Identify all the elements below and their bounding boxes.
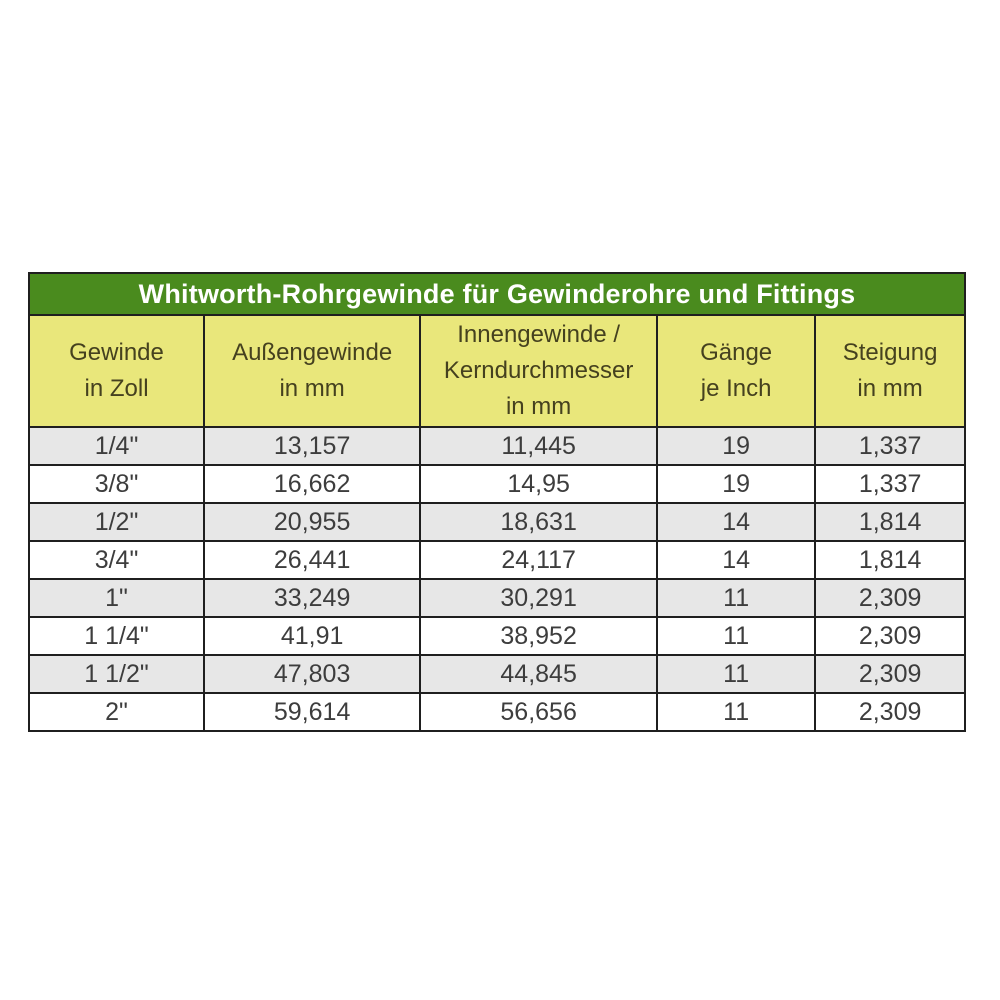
table-cell: 2,309 (814, 654, 966, 694)
table-cell: 14 (656, 540, 817, 580)
column-header-steigung: Steigung in mm (814, 314, 966, 428)
table-cell: 11 (656, 578, 817, 618)
table-cell: 3/4" (27, 540, 206, 580)
table-cell: 18,631 (419, 502, 659, 542)
table-cell: 1,337 (814, 464, 966, 504)
table-row: 1" 33,249 30,291 11 2,309 (27, 578, 966, 618)
table-row: 3/8" 16,662 14,95 19 1,337 (27, 464, 966, 504)
table-row: 1/4" 13,157 11,445 19 1,337 (27, 426, 966, 466)
table-cell: 41,91 (203, 616, 422, 656)
table-cell: 38,952 (419, 616, 659, 656)
table-cell: 56,656 (419, 692, 659, 732)
table-cell: 14,95 (419, 464, 659, 504)
table-cell: 44,845 (419, 654, 659, 694)
table-cell: 24,117 (419, 540, 659, 580)
table-cell: 1/4" (27, 426, 206, 466)
table-cell: 1,814 (814, 540, 966, 580)
table-cell: 19 (656, 426, 817, 466)
table-cell: 11 (656, 692, 817, 732)
table-title: Whitworth-Rohrgewinde für Gewinderohre u… (28, 272, 966, 316)
table-cell: 59,614 (203, 692, 422, 732)
header-row: Gewinde in Zoll Außengewinde in mm Innen… (27, 314, 966, 428)
table-cell: 2,309 (814, 616, 966, 656)
column-header-gaenge-je-inch: Gänge je Inch (656, 314, 817, 428)
table-cell: 2,309 (814, 578, 966, 618)
table-cell: 47,803 (203, 654, 422, 694)
table-cell: 1/2" (27, 502, 206, 542)
whitworth-thread-table: Whitworth-Rohrgewinde für Gewinderohre u… (27, 272, 966, 732)
table-cell: 14 (656, 502, 817, 542)
table-cell: 1,814 (814, 502, 966, 542)
column-header-innengewinde-kerndurchmesser: Innengewinde / Kerndurchmesser in mm (419, 314, 659, 428)
column-header-gewinde-in-zoll: Gewinde in Zoll (27, 314, 206, 428)
table-cell: 11 (656, 616, 817, 656)
table-cell: 33,249 (203, 578, 422, 618)
spec-table: Whitworth-Rohrgewinde für Gewinderohre u… (27, 272, 966, 732)
table-cell: 19 (656, 464, 817, 504)
table-cell: 1 1/2" (27, 654, 206, 694)
table-cell: 30,291 (419, 578, 659, 618)
table-cell: 1 1/4" (27, 616, 206, 656)
title-row: Whitworth-Rohrgewinde für Gewinderohre u… (28, 272, 966, 316)
table-row: 1 1/4" 41,91 38,952 11 2,309 (27, 616, 966, 656)
table-row: 1 1/2" 47,803 44,845 11 2,309 (27, 654, 966, 694)
table-cell: 2" (27, 692, 206, 732)
table-cell: 11,445 (419, 426, 659, 466)
table-cell: 1" (27, 578, 206, 618)
table-cell: 3/8" (27, 464, 206, 504)
table-cell: 16,662 (203, 464, 422, 504)
table-row: 2" 59,614 56,656 11 2,309 (27, 692, 966, 732)
table-row: 1/2" 20,955 18,631 14 1,814 (27, 502, 966, 542)
table-cell: 2,309 (814, 692, 966, 732)
table-row: 3/4" 26,441 24,117 14 1,814 (27, 540, 966, 580)
table-cell: 20,955 (203, 502, 422, 542)
table-cell: 1,337 (814, 426, 966, 466)
table-cell: 13,157 (203, 426, 422, 466)
table-cell: 11 (656, 654, 817, 694)
column-header-aussengewinde: Außengewinde in mm (203, 314, 422, 428)
table-cell: 26,441 (203, 540, 422, 580)
